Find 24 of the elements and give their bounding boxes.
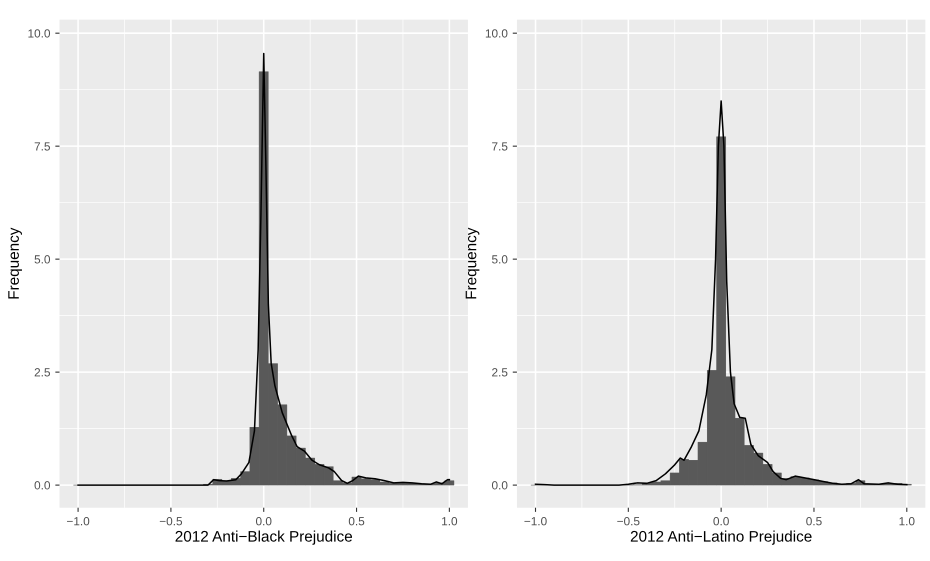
x-tick-label: 1.0 — [899, 517, 915, 526]
x-tick-label: 0.0 — [256, 517, 272, 526]
y-axis-title: Frequency — [8, 228, 22, 299]
x-tick-label: 0.5 — [806, 517, 822, 526]
y-axis-title: Frequency — [466, 228, 480, 299]
x-tick-label: −1.0 — [524, 517, 547, 526]
y-tick-label: 5.0 — [34, 255, 50, 264]
y-tick-label: 7.5 — [492, 142, 508, 151]
x-tick-label: −0.5 — [160, 517, 182, 526]
y-tick-label: 0.0 — [34, 481, 50, 490]
x-axis-title: 2012 Anti−Black Prejudice — [176, 530, 352, 545]
x-tick-label: 0.5 — [348, 517, 364, 526]
y-tick-label: 10.0 — [486, 29, 508, 38]
y-tick-label: 2.5 — [492, 368, 508, 377]
x-axis-title: 2012 Anti−Latino Prejudice — [630, 530, 812, 545]
x-tick-label: 0.0 — [713, 517, 729, 526]
x-tick-label: 1.0 — [442, 517, 458, 526]
x-tick-label: −0.5 — [617, 517, 640, 526]
x-tick-label: −1.0 — [67, 517, 90, 526]
y-tick-label: 0.0 — [492, 481, 508, 490]
y-tick-label: 2.5 — [34, 368, 50, 377]
y-tick-label: 7.5 — [34, 142, 50, 151]
y-tick-label: 5.0 — [492, 255, 508, 264]
y-tick-label: 10.0 — [28, 29, 50, 38]
